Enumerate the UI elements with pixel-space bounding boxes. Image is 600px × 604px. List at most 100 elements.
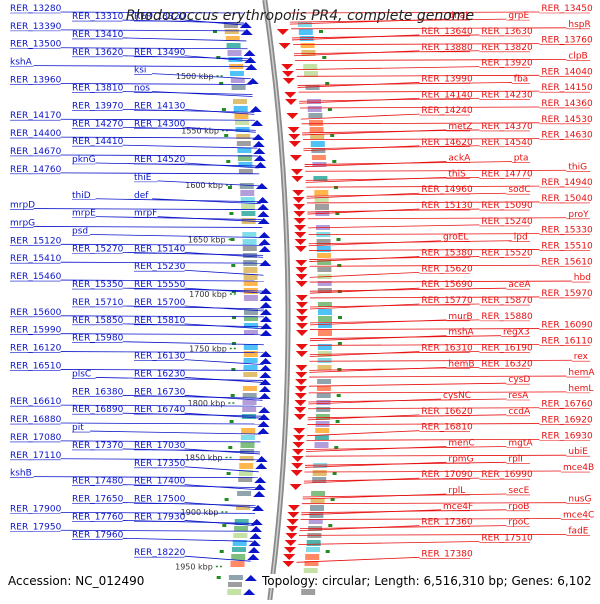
feature-block [315,414,330,420]
feature-block [239,463,254,469]
label-leader-line [184,394,263,401]
label-leader-line [60,529,254,532]
feature-block [240,442,255,448]
gene-label: RER_14960 [421,185,473,195]
gene-label: RER_13320 [134,12,186,22]
feature-block [230,71,244,76]
feature-block [237,155,252,161]
gene-label: RER_17400 [134,477,186,487]
plus-strand-gene [282,561,295,567]
label-leader-line [296,74,540,77]
gene-label: RER_17370 [72,441,124,451]
label-leader-line [299,97,420,104]
minus-strand-gene [247,554,260,560]
track-marker [328,524,333,527]
feature-block [233,106,248,112]
gene-label: mrpD [10,201,35,211]
gene-label: RER_17350 [134,459,186,469]
feature-block [244,316,258,321]
feature-block [242,232,257,237]
gene-label: RER_14240 [421,106,473,116]
plus-strand-gene [295,365,308,371]
feature-block [243,365,258,370]
feature-block [305,554,320,560]
gene-label: RER_15130 [421,201,473,211]
scale-tick-label: 1900 kbp [181,508,219,517]
gene-label: groEL [443,233,468,243]
gene-label: mce4C [563,511,594,521]
minus-strand-gene [258,386,271,392]
label-leader-line [60,351,264,353]
gene-label: RER_15600 [10,308,62,318]
feature-block [308,113,323,118]
plus-strand-gene [290,169,303,175]
label-leader-line [308,240,442,247]
track-marker [213,30,217,33]
plus-strand-gene [282,78,295,84]
feature-block [230,561,245,567]
label-leader-line [293,43,540,46]
gene-label: RER_17510 [481,533,533,543]
gene-label: def [134,191,149,201]
track-marker [336,238,341,241]
gene-label: RER_15230 [134,262,186,272]
accession-text: Accession: NC_012490 [8,574,145,588]
label-leader-line [305,177,447,183]
label-leader-line [122,251,264,256]
gene-label: thiG [568,162,587,172]
label-leader-line [184,520,255,526]
plus-strand-gene [293,204,306,210]
label-leader-line [306,192,507,197]
plus-strand-gene [293,218,306,224]
label-leader-line [152,198,261,205]
label-leader-line [184,19,245,26]
label-leader-line [306,192,420,199]
genome-backbone [262,0,291,601]
minus-strand-gene [249,106,262,112]
feature-block [243,351,258,357]
track-marker [228,186,232,189]
minus-strand-gene [253,148,266,154]
gene-label: kshA [10,58,33,68]
gene-label: nos [134,84,150,94]
gene-label: RER_16760 [541,400,593,410]
track-marker [325,82,330,85]
feature-block [308,519,323,524]
minus-strand-gene [244,57,257,63]
feature-block [235,127,250,132]
feature-block [243,344,258,350]
gene-label: RER_15620 [421,264,473,274]
gene-label: RER_13880 [421,43,473,53]
minus-strand-gene [253,155,266,161]
label-leader-line [184,377,264,383]
gene-label: RER_13960 [10,75,62,85]
plus-strand-gene [286,113,299,119]
gene-label: RER_16120 [10,344,62,354]
feature-block [314,442,329,448]
label-leader-line [60,404,263,407]
plus-strand-gene [295,330,308,336]
feature-block [244,309,258,315]
gene-label: RER_15550 [134,280,186,290]
plus-strand-gene [293,211,306,217]
minus-strand-gene [259,365,272,371]
gene-label: hbd [574,273,591,283]
label-leader-line [307,208,420,215]
plus-strand-gene [295,267,308,273]
feature-block [313,463,328,468]
gene-label: plsC [72,369,91,379]
gene-label: RER_13620 [72,48,124,58]
feature-block [242,407,257,412]
label-leader-line [60,11,243,14]
plus-strand-gene [283,547,296,553]
minus-strand-gene [250,519,263,525]
feature-block [230,78,245,83]
feature-block [242,400,257,405]
gene-label: RER_15410 [10,254,62,264]
track-marker [222,524,227,527]
feature-block [238,477,253,482]
track-marker [337,342,342,345]
feature-block [301,589,316,595]
plus-strand-gene [295,260,308,266]
feature-block [318,309,332,315]
